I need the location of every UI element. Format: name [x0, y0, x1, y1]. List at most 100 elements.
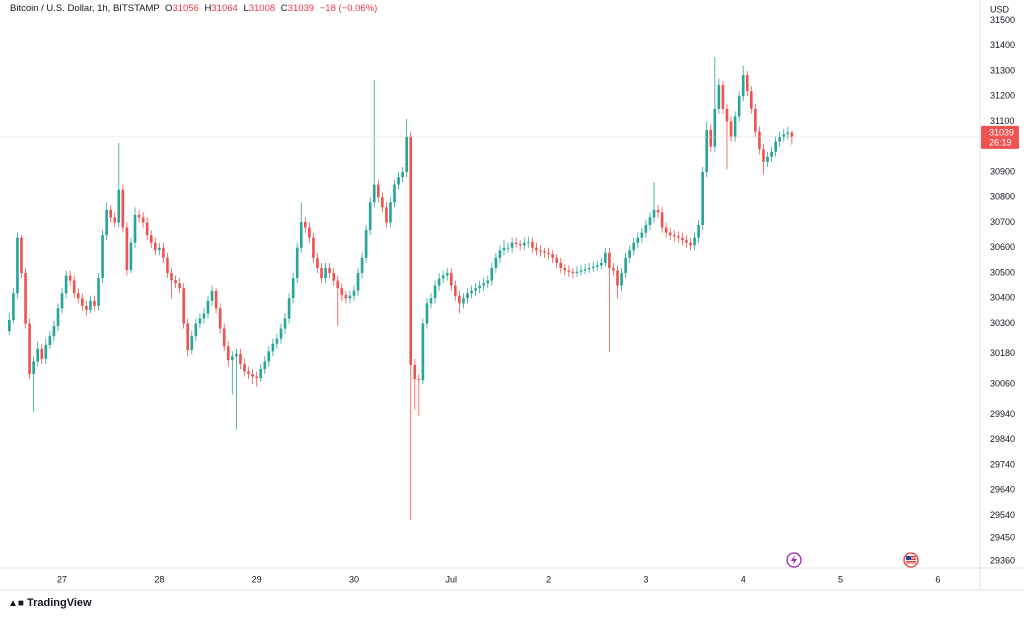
candle-body — [441, 275, 445, 279]
y-tick-label: 29540 — [990, 510, 1015, 520]
candle-body — [604, 252, 607, 263]
y-tick-label: 29840 — [990, 434, 1015, 444]
brand: ▲■ TradingView — [8, 597, 92, 609]
candle-body — [693, 237, 696, 246]
candle-body — [725, 108, 729, 122]
y-tick-label: 31100 — [990, 116, 1014, 126]
candle-body — [701, 171, 704, 226]
candle-body — [89, 300, 92, 310]
candle-body — [24, 273, 27, 324]
open-key: O — [165, 3, 173, 14]
candle-body — [340, 288, 344, 295]
candle-body — [190, 336, 194, 351]
candle-body — [291, 278, 295, 299]
candle-body — [214, 290, 218, 309]
x-tick-label: 5 — [838, 574, 843, 584]
candle-body — [717, 85, 721, 109]
candle-body — [129, 242, 133, 270]
candle-body — [121, 189, 125, 228]
candle-body — [198, 318, 202, 324]
candle-body — [754, 108, 757, 132]
candle-body — [782, 134, 786, 137]
candle-body — [166, 257, 169, 274]
candle-body — [320, 267, 323, 279]
candle-body — [178, 283, 181, 289]
candle-body — [620, 273, 623, 286]
candle-body — [393, 184, 396, 203]
y-tick-label: 31500 — [990, 15, 1015, 25]
symbol-legend: Bitcoin / U.S. Dollar, 1h, BITSTAMP O310… — [10, 3, 380, 14]
candle-body — [405, 136, 408, 172]
candle-body — [210, 290, 214, 301]
candle-body — [648, 217, 652, 226]
candle-body — [478, 285, 481, 289]
candle-body — [368, 202, 372, 231]
y-tick-label: 29360 — [990, 555, 1015, 565]
candle-body — [218, 308, 222, 329]
candle-body — [312, 237, 315, 258]
candle-body — [664, 227, 668, 233]
candle-body — [762, 149, 765, 162]
candle-body — [8, 319, 11, 332]
candle-body — [539, 250, 542, 252]
candle-body — [271, 343, 275, 352]
candle-body — [328, 267, 331, 274]
candle-body — [80, 298, 84, 306]
candle-body — [186, 323, 190, 351]
candle-body — [733, 116, 737, 137]
candle-body — [182, 288, 185, 324]
low-value: 31008 — [248, 3, 276, 14]
candle-body — [308, 227, 311, 238]
candle-body — [741, 75, 745, 97]
candle-body — [555, 257, 559, 263]
x-tick-label: Jul — [446, 574, 458, 584]
candle-body — [20, 237, 23, 274]
candle-body — [170, 273, 173, 281]
candle-body — [417, 379, 421, 381]
flag-icon[interactable] — [903, 552, 919, 568]
y-tick-label: 31200 — [990, 91, 1015, 101]
candle-body — [745, 75, 749, 92]
candle-body — [778, 136, 782, 142]
candle-body — [677, 236, 680, 238]
last-price-label: 31039 — [989, 127, 1014, 137]
candle-body — [255, 376, 258, 379]
candle-body — [758, 131, 761, 150]
candle-body — [547, 252, 550, 255]
candle-body — [689, 242, 692, 246]
replay-icon[interactable] — [786, 552, 802, 568]
candle-body — [510, 242, 514, 248]
candle-body — [385, 207, 388, 223]
candles — [8, 57, 794, 521]
y-tick-label: 31400 — [990, 40, 1015, 50]
candle-body — [332, 273, 336, 281]
candle-body — [750, 91, 753, 109]
candle-body — [397, 177, 400, 185]
candle-body — [494, 257, 498, 268]
candle-body — [336, 280, 340, 289]
candle-body — [263, 361, 267, 369]
candle-body — [729, 121, 733, 137]
y-tick-label: 30180 — [990, 348, 1015, 358]
candle-body — [133, 214, 137, 243]
candle-body — [158, 247, 161, 251]
candle-body — [68, 275, 72, 281]
candle-body — [681, 237, 684, 241]
candle-body — [60, 293, 64, 309]
candle-body — [697, 225, 700, 238]
high-value: 31064 — [211, 3, 238, 14]
candle-body — [101, 235, 104, 279]
candle-body — [206, 300, 210, 314]
candle-body — [52, 326, 56, 337]
candle-body — [599, 262, 603, 266]
candle-body — [247, 371, 250, 375]
candle-body — [117, 189, 121, 223]
y-tick-label: 30700 — [990, 217, 1015, 227]
candle-body — [287, 298, 291, 319]
x-tick-label: 2 — [546, 574, 551, 584]
candle-body — [514, 242, 518, 244]
candle-body — [608, 252, 611, 268]
candle-body — [425, 303, 429, 324]
candle-body — [774, 141, 777, 152]
